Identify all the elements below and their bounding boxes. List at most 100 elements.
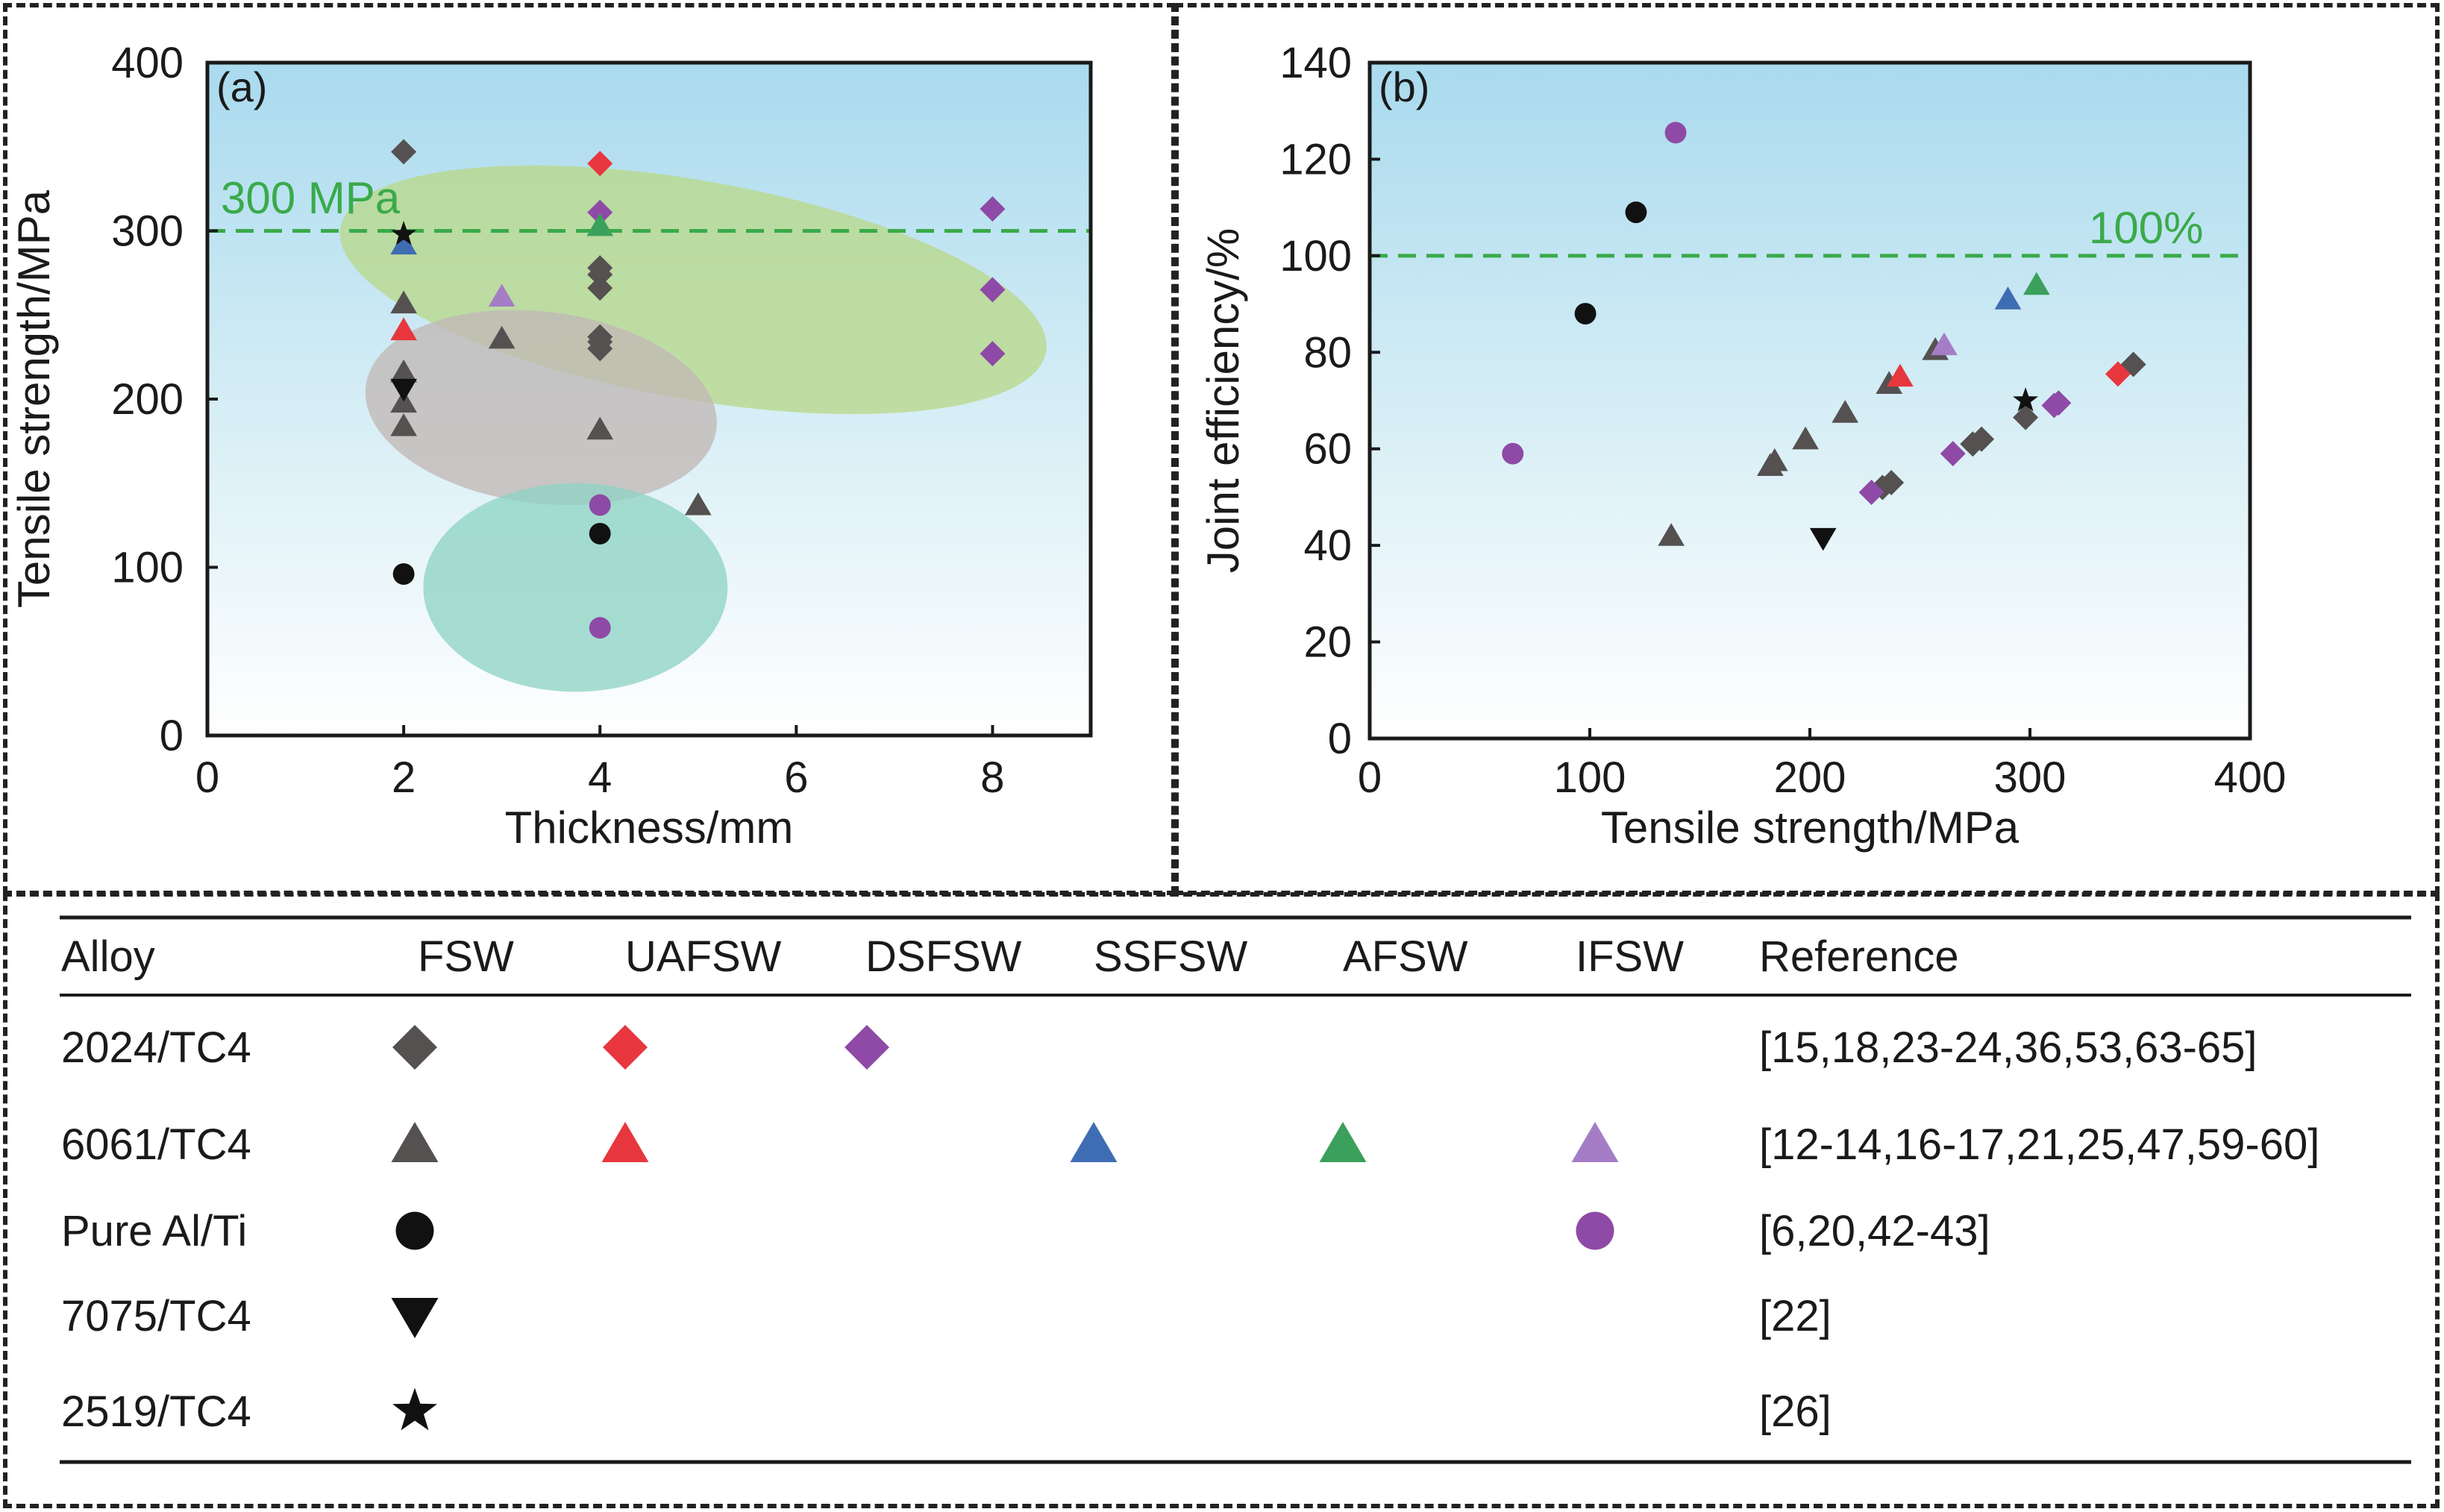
chart-a-point-dsfsw_diamond-3	[980, 341, 1006, 367]
table-row-3-reference: [22]	[1759, 1292, 1832, 1340]
chart-b: 100% 0 100 200 300 400 0 20 40 60 80 100 120 140 (b) Te…	[1198, 39, 2286, 853]
chart-a-point-dsfsw_diamond-1	[980, 196, 1006, 222]
chart-a-point-uafsw_triangle-0	[390, 317, 417, 341]
table-header-2: UAFSW	[625, 932, 782, 981]
chart-a-point-ifsw_triangle-0	[488, 283, 516, 307]
chart-b-xtick-label-1: 100	[1554, 753, 1626, 802]
chart-a-point-fsw_circle-1	[589, 522, 611, 545]
chart-a-point-fsw_diamond-6	[587, 336, 613, 362]
chart-b-point-ifsw_circle-1	[1664, 122, 1687, 144]
chart-a-x-axis-label: Thickness/mm	[505, 803, 794, 853]
chart-a-ytick-label-2: 200	[111, 375, 184, 424]
legend-table-frame	[3, 892, 2440, 1508]
chart-b-ytick-label-7: 140	[1279, 39, 1352, 87]
chart-b-point-fsw_diamond-1	[2013, 404, 2039, 430]
chart-a-region-2	[423, 483, 728, 692]
chart-a: 300 MPa 0 2 4 6 8 0 100 200 300 400 (a) Thickness/mm…	[9, 39, 1093, 853]
chart-b-point-dsfsw_diamond-1	[2041, 392, 2067, 418]
chart-b-ytick-label-4: 80	[1303, 328, 1352, 377]
chart-b-point-ssfsw_triangle-0	[1994, 286, 2022, 310]
chart-b-panel-label: (b)	[1379, 63, 1429, 110]
chart-b-point-fsw_triangle-5	[1876, 371, 1903, 394]
chart-b-point-uafsw_diamond-0	[2105, 361, 2131, 387]
chart-b-point-ifsw_triangle-0	[1931, 332, 1958, 356]
chart-b-point-fsw_circle-1	[1625, 201, 1647, 224]
chart-a-point-ifsw_circle-0	[589, 494, 611, 516]
table-row-2-alloy: Pure Al/Ti	[61, 1207, 247, 1255]
table-row-1-reference: [12-14,16-17,21,25,47,59-60]	[1759, 1120, 2319, 1169]
chart-a-point-uafsw_diamond-0	[587, 151, 613, 177]
table-row-4-reference: [26]	[1759, 1387, 1832, 1436]
chart-a-point-fsw_star-0	[391, 221, 417, 245]
chart-b-point-fsw_diamond-3	[1960, 431, 1986, 457]
table-row-2-marker-col-6	[1576, 1211, 1614, 1250]
table-row-0-marker-col-3	[845, 1025, 889, 1070]
chart-a-point-fsw_triangle-0	[390, 290, 417, 314]
chart-b-reference-label: 100%	[2089, 203, 2203, 253]
chart-b-xtick-label-4: 400	[2214, 753, 2287, 802]
table-header-5: AFSW	[1343, 932, 1468, 981]
chart-b-xtick-label-2: 200	[1774, 753, 1846, 802]
chart-b-point-fsw_triangle-2	[1761, 448, 1788, 471]
chart-a-ytick-label-4: 400	[111, 39, 184, 87]
chart-a-xtick-label-2: 4	[588, 753, 612, 802]
table-header-1: FSW	[418, 932, 514, 981]
table-row-2-marker-col-1	[395, 1211, 434, 1250]
legend-table: Alloy FSW UAFSW DSFSW SSFSW AFSW IFSW Reference…	[60, 915, 2411, 1464]
chart-a-point-afsw_triangle-0	[586, 213, 614, 236]
chart-a-point-fsw_triangle-1	[390, 359, 417, 383]
chart-a-reference-label: 300 MPa	[221, 173, 401, 223]
chart-b-point-uafsw_triangle-0	[1887, 363, 1914, 387]
chart-b-point-fsw_triangle-4	[1832, 400, 1859, 423]
table-row-0-marker-col-2	[603, 1025, 648, 1070]
chart-a-point-fsw_triangle-3	[390, 413, 417, 436]
chart-a-xtick-label-4: 8	[980, 753, 1004, 802]
chart-a-point-fsw_circle-0	[392, 563, 415, 585]
table-header-0: Alloy	[61, 932, 155, 981]
chart-a-point-fsw_down-0	[390, 378, 417, 402]
table-row-1-marker-col-5	[1319, 1122, 1367, 1162]
chart-b-point-dsfsw_diamond-3	[1858, 479, 1884, 505]
chart-a-point-fsw_diamond-0	[391, 139, 417, 165]
chart-a-ytick-label-0: 0	[160, 712, 184, 760]
chart-a-ytick-label-1: 100	[111, 544, 184, 592]
table-row-1-marker-col-2	[601, 1122, 649, 1162]
chart-a-point-fsw_triangle-6	[684, 492, 712, 515]
chart-a-point-fsw_diamond-3	[587, 275, 613, 301]
table-row-1-marker-col-4	[1070, 1122, 1118, 1162]
chart-b-ytick-label-6: 120	[1279, 135, 1352, 183]
chart-b-point-ifsw_circle-0	[1502, 442, 1524, 465]
chart-b-point-fsw_triangle-0	[1658, 523, 1685, 546]
chart-b-point-fsw_triangle-3	[1792, 426, 1819, 450]
chart-a-region-1	[365, 310, 717, 506]
table-row-1-marker-col-1	[391, 1122, 439, 1162]
table-row-1-alloy: 6061/TC4	[61, 1120, 251, 1169]
chart-a-point-fsw_triangle-5	[586, 416, 614, 440]
chart-a-point-fsw_triangle-4	[488, 325, 516, 349]
chart-b-y-axis-label: Joint efficiency/%	[1198, 228, 1248, 573]
chart-b-ytick-label-5: 100	[1279, 232, 1352, 280]
chart-b-xtick-label-3: 300	[1994, 753, 2067, 802]
chart-b-x-axis-label: Tensile strength/MPa	[1601, 803, 2020, 853]
table-row-2-reference: [6,20,42-43]	[1759, 1207, 1990, 1255]
table-header-3: DSFSW	[865, 932, 1022, 981]
chart-b-plot-background	[1370, 63, 2250, 738]
chart-a-point-ifsw_circle-1	[589, 617, 611, 639]
chart-b-point-fsw_down-0	[1809, 527, 1837, 551]
chart-a-y-axis-label: Tensile strength/MPa	[9, 189, 59, 608]
chart-b-ytick-label-1: 20	[1303, 618, 1352, 667]
chart-b-ytick-label-2: 40	[1303, 521, 1352, 570]
chart-a-point-dsfsw_diamond-2	[980, 277, 1006, 303]
chart-b-point-dsfsw_diamond-2	[1940, 441, 1966, 467]
table-row-3-marker-col-1	[391, 1298, 439, 1338]
table-row-0-marker-col-1	[392, 1025, 437, 1070]
chart-b-ytick-label-0: 0	[1328, 715, 1352, 763]
chart-b-point-fsw_circle-0	[1574, 303, 1597, 324]
chart-a-xtick-label-3: 6	[784, 753, 808, 802]
chart-a-xtick-label-0: 0	[195, 753, 219, 802]
table-row-4-alloy: 2519/TC4	[61, 1387, 251, 1436]
chart-a-point-ssfsw_triangle-0	[390, 231, 417, 255]
chart-a-ytick-label-3: 300	[111, 207, 184, 256]
table-header-6: IFSW	[1576, 932, 1684, 981]
